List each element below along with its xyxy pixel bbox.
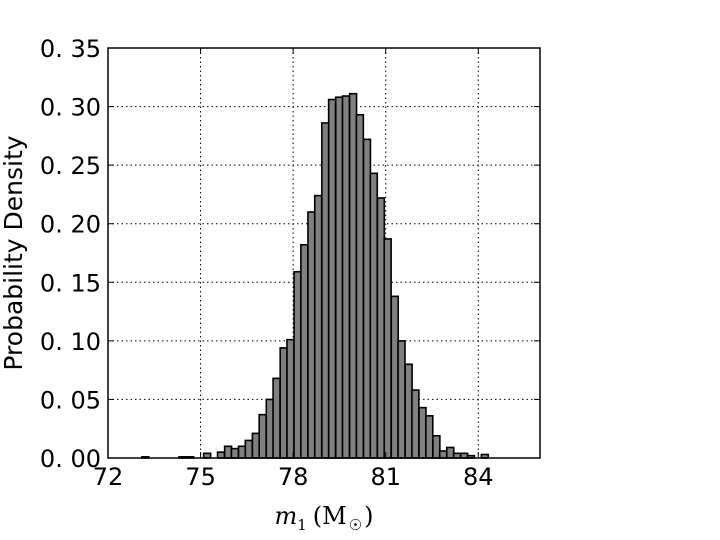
histogram-bar bbox=[237, 445, 247, 459]
histogram-bar bbox=[348, 92, 358, 459]
histogram-bar bbox=[244, 439, 254, 459]
histogram-bar bbox=[369, 172, 379, 459]
y-tick-label: 0. 10 bbox=[40, 328, 101, 356]
histogram-bar bbox=[355, 113, 365, 459]
histogram-bar bbox=[334, 96, 344, 459]
y-axis-label: Probability Density bbox=[0, 135, 28, 370]
x-tick-label: 84 bbox=[463, 463, 494, 491]
histogram-bar bbox=[293, 270, 302, 459]
histogram-bar bbox=[251, 432, 261, 459]
y-tick-label: 0. 25 bbox=[40, 152, 101, 180]
histogram-bar bbox=[411, 389, 420, 459]
histogram-bar bbox=[258, 413, 267, 459]
histogram-bar bbox=[446, 446, 455, 459]
histogram-bar bbox=[307, 211, 316, 459]
histogram-bar bbox=[327, 98, 337, 459]
histogram-bar bbox=[341, 95, 351, 459]
histogram-bar bbox=[223, 445, 233, 459]
x-tick-label: 78 bbox=[278, 463, 309, 491]
histogram-bar bbox=[376, 197, 386, 459]
x-tick-label: 72 bbox=[93, 463, 124, 491]
histogram-bar bbox=[418, 406, 427, 459]
histogram-bar bbox=[230, 447, 240, 459]
histogram-bar bbox=[438, 450, 448, 459]
histogram-bar bbox=[397, 340, 406, 459]
plot-frame bbox=[107, 47, 541, 459]
y-tick-label: 0. 00 bbox=[40, 445, 101, 473]
histogram-bar bbox=[432, 434, 441, 459]
x-axis-close-paren: ) bbox=[364, 502, 373, 530]
histogram-bar bbox=[404, 363, 413, 459]
histogram-bar bbox=[279, 347, 288, 459]
x-axis-label: m1 (M ☉) bbox=[274, 502, 373, 534]
tick-labels: 72 75 78 81 84 0. 00 0. 05 0. 10 0. 15 0. 20 0. 25… bbox=[40, 35, 540, 491]
histogram-bar bbox=[362, 138, 372, 459]
x-tick-label: 75 bbox=[185, 463, 216, 491]
y-tick-label: 0. 20 bbox=[40, 211, 101, 239]
y-tick-label: 0. 35 bbox=[40, 35, 101, 63]
y-tick-label: 0. 15 bbox=[40, 269, 101, 297]
histogram-bar bbox=[321, 122, 330, 459]
histogram-bar bbox=[390, 295, 400, 459]
y-tick-label: 0. 30 bbox=[40, 94, 101, 122]
grid-lines bbox=[108, 48, 540, 458]
histogram-bar bbox=[216, 451, 226, 459]
histogram-bars bbox=[141, 92, 490, 459]
histogram-bar bbox=[286, 338, 295, 459]
histogram-bar bbox=[265, 398, 275, 459]
x-axis-unit: M bbox=[322, 502, 347, 530]
y-tick-label: 0. 05 bbox=[40, 386, 101, 414]
histogram-bar bbox=[313, 194, 323, 459]
histogram-bar bbox=[272, 377, 281, 459]
x-axis-unit-subscript: ☉ bbox=[349, 516, 362, 534]
histogram-bar bbox=[425, 415, 434, 459]
histogram-bar bbox=[300, 244, 309, 459]
x-tick-label: 81 bbox=[370, 463, 401, 491]
x-axis-symbol-subscript: 1 bbox=[297, 516, 307, 534]
histogram-bar bbox=[383, 238, 392, 459]
x-axis-symbol: m bbox=[274, 502, 297, 530]
x-axis-open-paren: ( bbox=[313, 502, 322, 530]
